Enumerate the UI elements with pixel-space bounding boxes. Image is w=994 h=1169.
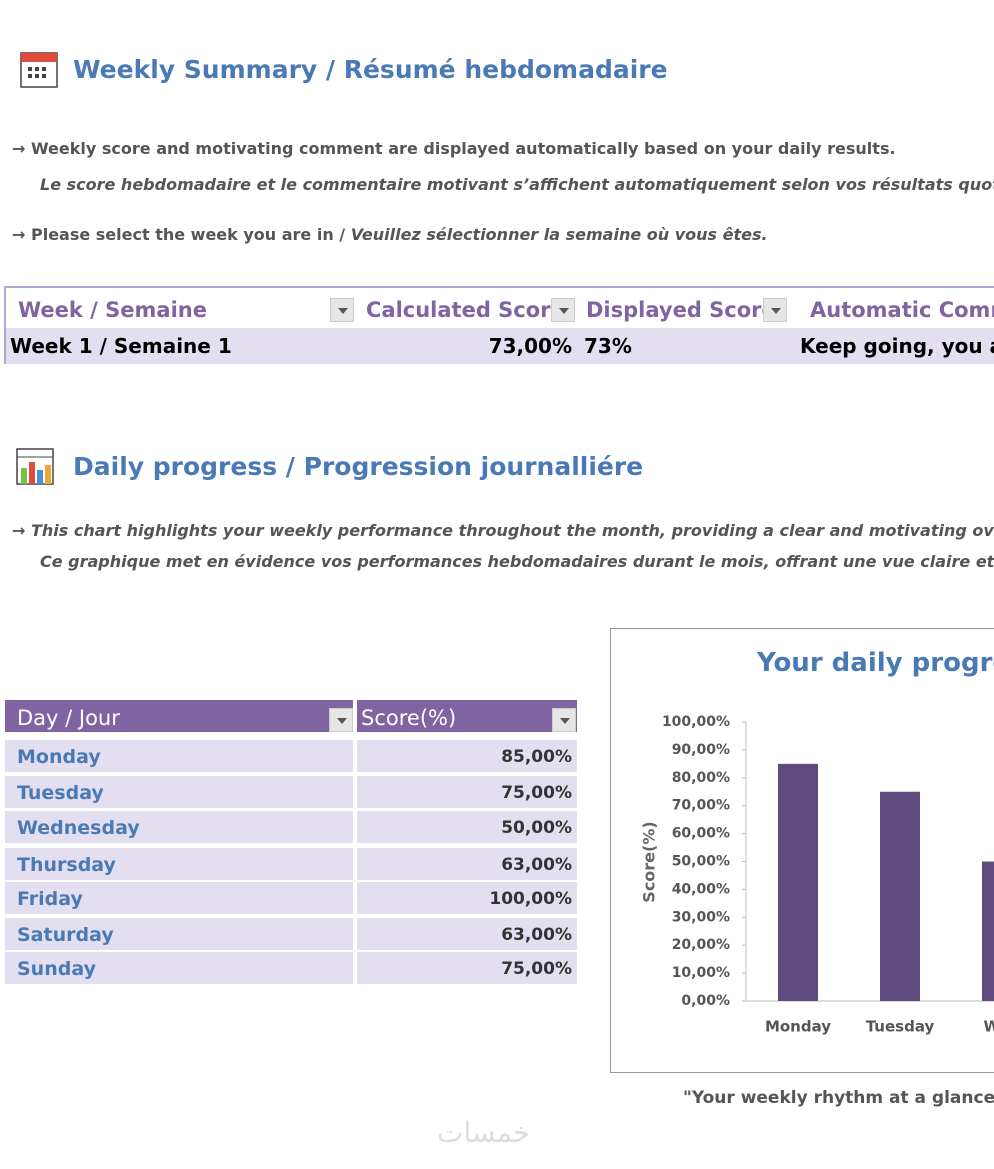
row-background <box>5 848 353 880</box>
y-tick-label: 90,00% <box>672 742 730 758</box>
day-name: Wednesday <box>17 817 140 839</box>
note: Veuillez sélectionner la semaine où vous… <box>350 225 768 244</box>
column-header: Displayed Score <box>586 298 776 322</box>
summary-table: Week / Semaine Calculated Score Displayed … <box>4 286 994 364</box>
note: → Please select the week you are in / Ve… <box>12 225 768 244</box>
y-axis-label: Score(%) <box>640 821 659 902</box>
filter-button[interactable] <box>551 298 575 322</box>
cell: 73% <box>584 334 632 358</box>
row-background <box>357 740 577 772</box>
row-background <box>357 811 577 843</box>
filter-button[interactable] <box>329 708 353 732</box>
score: 75,00% <box>501 959 572 979</box>
row-background <box>5 740 353 772</box>
day-name: Saturday <box>17 924 114 946</box>
y-tick-label: 10,00% <box>672 965 730 981</box>
column-header: Week / Semaine <box>18 298 207 322</box>
column-header: Automatic Comme <box>810 298 994 322</box>
row-background <box>357 918 577 950</box>
note: → Weekly score and motivating comment ar… <box>12 139 896 158</box>
y-tick-label: 70,00% <box>672 798 730 814</box>
score: 50,00% <box>501 818 572 838</box>
y-tick-label: 30,00% <box>672 909 730 925</box>
filter-button[interactable] <box>763 298 787 322</box>
y-tick-label: 20,00% <box>672 937 730 953</box>
row-background <box>5 952 353 984</box>
score: 85,00% <box>501 747 572 767</box>
column-header: Day / Jour <box>17 706 120 730</box>
section-title: Weekly Summary / Résumé hebdomadaire <box>73 55 668 84</box>
cell: Keep going, you ar <box>800 334 994 358</box>
row-background <box>357 848 577 880</box>
row-background <box>357 882 577 914</box>
filter-button[interactable] <box>330 298 354 322</box>
row-background <box>357 952 577 984</box>
bar <box>982 861 994 1001</box>
y-tick-label: 60,00% <box>672 826 730 842</box>
y-tick-label: 100,00% <box>662 714 730 730</box>
column-header: Score(%) <box>361 706 457 730</box>
bar <box>880 791 920 1001</box>
calendar-icon <box>20 52 58 88</box>
row-background <box>5 811 353 843</box>
column-divider <box>353 700 357 732</box>
day-name: Tuesday <box>17 782 104 804</box>
row-background <box>6 328 994 364</box>
row-background <box>5 776 353 808</box>
caption: "Your weekly rhythm at a glance / V <box>683 1088 994 1108</box>
score: 100,00% <box>489 889 572 909</box>
chart-title: Your daily progress <box>756 648 994 678</box>
score: 75,00% <box>501 783 572 803</box>
row-background <box>5 918 353 950</box>
row-background <box>357 776 577 808</box>
day-name: Monday <box>17 746 101 768</box>
header-background <box>5 700 577 732</box>
y-tick-label: 80,00% <box>672 770 730 786</box>
score: 63,00% <box>501 925 572 945</box>
cell: 73,00% <box>488 334 572 358</box>
x-tick-label: Wed <box>984 1018 994 1036</box>
y-tick-label: 50,00% <box>672 854 730 870</box>
chart: Your daily progress Score(%) 0,00% 10,00%… <box>610 628 994 1073</box>
y-tick-label: 0,00% <box>681 993 730 1009</box>
day-name: Friday <box>17 888 83 910</box>
filter-button[interactable] <box>552 708 576 732</box>
cell: Week 1 / Semaine 1 <box>10 334 232 358</box>
watermark: خمسات <box>437 1116 531 1149</box>
note: → This chart highlights your weekly perf… <box>12 521 994 540</box>
chart-icon <box>16 448 54 485</box>
column-header: Calculated Score <box>366 298 556 322</box>
note: → Please select the week you are in / <box>12 225 351 244</box>
score: 63,00% <box>501 855 572 875</box>
day-name: Sunday <box>17 958 96 980</box>
day-name: Thursday <box>17 854 116 876</box>
bar <box>778 763 818 1001</box>
x-tick-label: Monday <box>765 1018 831 1036</box>
note: Le score hebdomadaire et le commentaire … <box>40 175 994 194</box>
row-background <box>5 882 353 914</box>
y-tick-label: 40,00% <box>672 881 730 897</box>
note: Ce graphique met en évidence vos perform… <box>40 552 994 571</box>
section-title: Daily progress / Progression journalliér… <box>73 452 644 481</box>
x-tick-label: Tuesday <box>866 1018 935 1036</box>
